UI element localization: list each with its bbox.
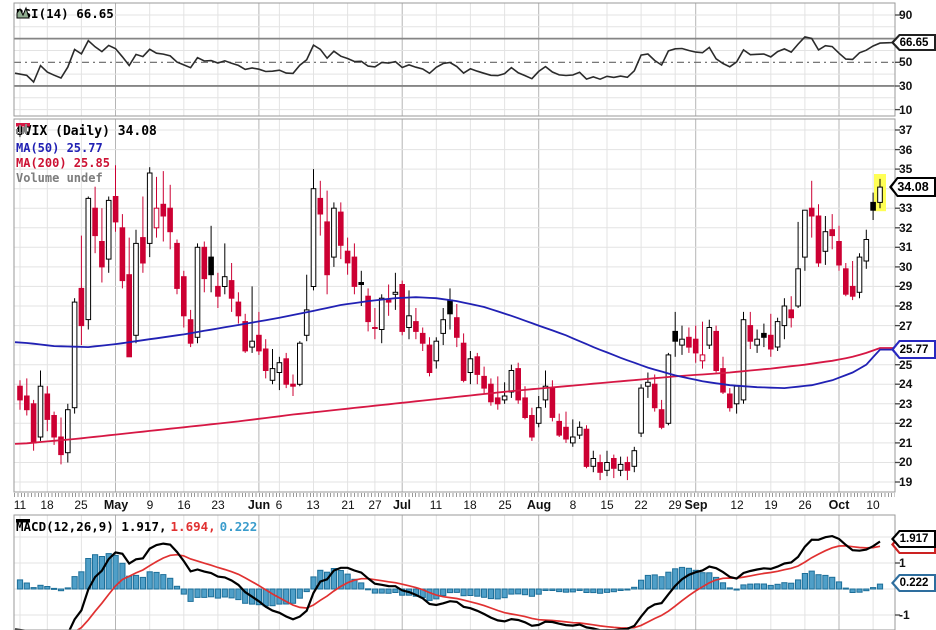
volume-legend-label: Volume undef: [16, 170, 103, 185]
macd-axis-label: -1: [899, 608, 910, 622]
price-axis-label: 23: [899, 397, 913, 411]
price-plot: [14, 165, 893, 481]
rsi-line: [14, 36, 894, 84]
price-axis-label: 27: [899, 319, 913, 333]
price-axis-label: 22: [899, 416, 913, 430]
macd-axis-label: 1: [899, 556, 906, 570]
x-tick-label: 25: [498, 498, 512, 512]
symbol-title: $VIX (Daily) 34.08: [16, 124, 157, 139]
daily-tick-strip: [14, 493, 895, 497]
price-axis-label: 20: [899, 455, 913, 469]
macd-legend-label: MACD(12,26,9) 1.917,: [16, 519, 167, 534]
x-tick-label: 26: [798, 498, 812, 512]
rsi-callout-value: 66.65: [894, 36, 934, 49]
x-tick-label: 16: [177, 498, 191, 512]
x-tick-label: 29: [668, 498, 682, 512]
ma200-line: [14, 347, 893, 445]
x-tick-label: 22: [634, 498, 648, 512]
x-tick-label: 11: [13, 498, 27, 512]
macd-histogram: [14, 534, 884, 630]
ma50-callout: 25.77: [891, 340, 936, 359]
macd-hist-callout: 0.222: [891, 574, 936, 592]
x-tick-label: 6: [275, 498, 283, 512]
ma50-callout-value: 25.77: [894, 342, 934, 357]
ma50-line: [14, 296, 893, 390]
price-axis-label: 19: [899, 475, 913, 489]
ma200-legend-label: MA(200) 25.85: [16, 155, 110, 170]
macd-signal-value: 1.694,: [170, 519, 216, 534]
x-tick-label: 18: [40, 498, 54, 512]
price-axis-label: 30: [899, 260, 913, 274]
macd-line-icon: [16, 519, 30, 523]
x-tick-label: May: [103, 498, 129, 512]
rsi-axis-label: 50: [899, 55, 913, 69]
price-axis-label: 35: [899, 162, 913, 176]
macd-line-callout: 1.917: [891, 530, 936, 548]
x-tick-label: 9: [146, 498, 154, 512]
x-tick-label: Aug: [526, 498, 552, 512]
price-axis-label: 33: [899, 201, 913, 215]
rsi-legend: RSI(14) 66.65: [16, 6, 114, 21]
main-legend: $VIX (Daily) 34.08 MA(50) 25.77 MA(200) …: [16, 123, 157, 185]
rsi-axis-label: 30: [899, 79, 913, 93]
rsi-area-icon: [16, 6, 30, 19]
x-tick-label: 21: [341, 498, 355, 512]
x-tick-label: 15: [600, 498, 614, 512]
price-axis-label: 24: [899, 377, 913, 391]
x-tick-label: 11: [429, 498, 443, 512]
price-axis-label: 31: [899, 240, 913, 254]
x-tick-label: 25: [74, 498, 88, 512]
x-tick-label: 8: [569, 498, 577, 512]
last-price-callout-value: 34.08: [892, 179, 934, 195]
ma200-line-icon: [16, 123, 30, 127]
x-tick-label: 10: [866, 498, 880, 512]
x-tick-label: 19: [764, 498, 778, 512]
rsi-callout: 66.65: [891, 34, 936, 51]
volume-bars-icon: [16, 124, 27, 134]
price-axis-label: 25: [899, 358, 913, 372]
price-axis-label: 36: [899, 143, 913, 157]
x-tick-label: Oct: [828, 498, 850, 512]
price-axis-label: 21: [899, 436, 913, 450]
macd-hist-callout-value: 0.222: [894, 576, 934, 590]
x-tick-label: Jun: [247, 498, 271, 512]
macd-hist-value: 0.222: [219, 519, 258, 534]
ma50-legend-label: MA(50) 25.77: [16, 140, 103, 155]
x-tick-label: 18: [463, 498, 477, 512]
x-tick-label: 13: [306, 498, 320, 512]
price-axis-label: 32: [899, 221, 913, 235]
x-tick-label: Sep: [684, 498, 708, 512]
macd-line-callout-value: 1.917: [894, 532, 934, 546]
price-axis-label: 28: [899, 299, 913, 313]
x-tick-label: 27: [368, 498, 382, 512]
price-axis-label: 37: [899, 123, 913, 137]
macd-legend: MACD(12,26,9) 1.917, 1.694, 0.222: [16, 519, 257, 534]
last-price-callout: 34.08: [889, 177, 936, 197]
x-tick-label: 23: [211, 498, 225, 512]
x-tick-label: 12: [730, 498, 744, 512]
x-tick-label: Jul: [392, 498, 412, 512]
price-axis-label: 29: [899, 279, 913, 293]
rsi-axis-label: 10: [899, 103, 913, 117]
rsi-legend-label: RSI(14) 66.65: [16, 6, 114, 21]
rsi-axis-label: 90: [899, 8, 913, 22]
